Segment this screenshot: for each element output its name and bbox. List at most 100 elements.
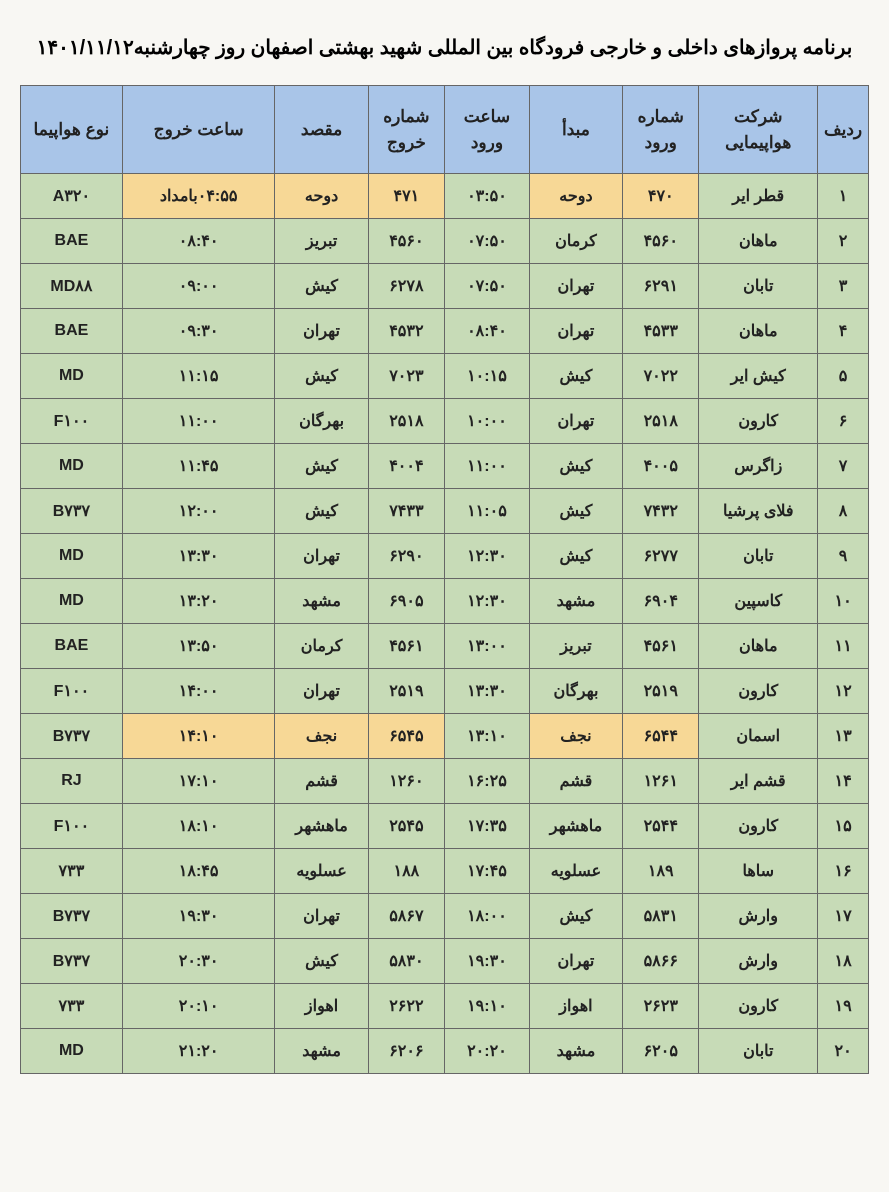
cell-aircraft: MD [21,444,123,489]
cell-dep_time: ۱۹:۳۰ [122,894,275,939]
cell-airline: ماهان [699,219,818,264]
table-row: ۱۶ساها۱۸۹عسلویه۱۷:۴۵۱۸۸عسلویه۱۸:۴۵۷۳۳ [21,849,869,894]
cell-origin: کیش [529,894,622,939]
cell-dep_no: ۵۸۶۷ [368,894,444,939]
table-row: ۱۳اسمان۶۵۴۴نجف۱۳:۱۰۶۵۴۵نجف۱۴:۱۰B۷۳۷ [21,714,869,759]
cell-dest: کیش [275,264,368,309]
header-aircraft: نوع هواپیما [21,86,123,174]
cell-arrival_no: ۲۵۴۴ [623,804,699,849]
cell-arrival_no: ۶۵۴۴ [623,714,699,759]
cell-origin: کیش [529,354,622,399]
cell-arrival_time: ۱۳:۱۰ [445,714,530,759]
cell-dest: کیش [275,444,368,489]
cell-arrival_time: ۰۷:۵۰ [445,219,530,264]
table-row: ۳تابان۶۲۹۱تهران۰۷:۵۰۶۲۷۸کیش۰۹:۰۰MD۸۸ [21,264,869,309]
cell-aircraft: B۷۳۷ [21,894,123,939]
cell-row: ۱۸ [818,939,869,984]
cell-origin: ماهشهر [529,804,622,849]
cell-dep_time: ۲۰:۳۰ [122,939,275,984]
cell-origin: عسلویه [529,849,622,894]
cell-arrival_time: ۰۷:۵۰ [445,264,530,309]
table-row: ۱۸وارش۵۸۶۶تهران۱۹:۳۰۵۸۳۰کیش۲۰:۳۰B۷۳۷ [21,939,869,984]
cell-dep_no: ۴۷۱ [368,174,444,219]
cell-arrival_no: ۲۶۲۳ [623,984,699,1029]
cell-row: ۱ [818,174,869,219]
cell-arrival_no: ۴۰۰۵ [623,444,699,489]
cell-dep_no: ۷۰۲۳ [368,354,444,399]
cell-arrival_time: ۱۸:۰۰ [445,894,530,939]
cell-dep_time: ۱۸:۴۵ [122,849,275,894]
cell-dest: تهران [275,309,368,354]
cell-arrival_time: ۱۶:۲۵ [445,759,530,804]
cell-origin: مشهد [529,579,622,624]
cell-airline: کاسپین [699,579,818,624]
cell-aircraft: MD۸۸ [21,264,123,309]
cell-airline: تابان [699,534,818,579]
cell-dest: تهران [275,669,368,714]
cell-row: ۱۶ [818,849,869,894]
cell-arrival_time: ۰۳:۵۰ [445,174,530,219]
cell-arrival_time: ۱۲:۳۰ [445,579,530,624]
cell-airline: ماهان [699,624,818,669]
cell-origin: کیش [529,534,622,579]
cell-row: ۱۵ [818,804,869,849]
cell-airline: اسمان [699,714,818,759]
cell-dep_time: ۰۴:۵۵بامداد [122,174,275,219]
cell-airline: کارون [699,399,818,444]
table-row: ۱قطر ایر۴۷۰دوحه۰۳:۵۰۴۷۱دوحه۰۴:۵۵بامدادA۳… [21,174,869,219]
cell-aircraft: F۱۰۰ [21,399,123,444]
cell-arrival_no: ۶۲۰۵ [623,1029,699,1074]
cell-dep_no: ۲۶۲۲ [368,984,444,1029]
cell-dep_no: ۴۵۶۱ [368,624,444,669]
cell-row: ۱۱ [818,624,869,669]
cell-arrival_no: ۵۸۳۱ [623,894,699,939]
cell-airline: ساها [699,849,818,894]
cell-arrival_no: ۲۵۱۸ [623,399,699,444]
cell-dep_no: ۴۰۰۴ [368,444,444,489]
header-dep-no: شماره خروج [368,86,444,174]
cell-arrival_no: ۴۵۶۱ [623,624,699,669]
cell-dest: مشهد [275,579,368,624]
cell-airline: کارون [699,669,818,714]
cell-arrival_time: ۲۰:۲۰ [445,1029,530,1074]
cell-dep_no: ۵۸۳۰ [368,939,444,984]
table-row: ۱۵کارون۲۵۴۴ماهشهر۱۷:۳۵۲۵۴۵ماهشهر۱۸:۱۰F۱۰… [21,804,869,849]
cell-airline: ماهان [699,309,818,354]
cell-arrival_no: ۱۲۶۱ [623,759,699,804]
cell-arrival_no: ۲۵۱۹ [623,669,699,714]
cell-airline: کیش ایر [699,354,818,399]
cell-arrival_no: ۴۷۰ [623,174,699,219]
cell-dep_time: ۱۱:۰۰ [122,399,275,444]
table-body: ۱قطر ایر۴۷۰دوحه۰۳:۵۰۴۷۱دوحه۰۴:۵۵بامدادA۳… [21,174,869,1074]
cell-dest: مشهد [275,1029,368,1074]
cell-dep_time: ۲۰:۱۰ [122,984,275,1029]
cell-arrival_time: ۱۷:۴۵ [445,849,530,894]
cell-origin: مشهد [529,1029,622,1074]
cell-dest: نجف [275,714,368,759]
cell-aircraft: RJ [21,759,123,804]
cell-aircraft: ۷۳۳ [21,849,123,894]
cell-arrival_no: ۱۸۹ [623,849,699,894]
cell-origin: تهران [529,309,622,354]
cell-row: ۲ [818,219,869,264]
cell-row: ۴ [818,309,869,354]
cell-origin: تبریز [529,624,622,669]
cell-dest: کرمان [275,624,368,669]
cell-arrival_time: ۱۹:۱۰ [445,984,530,1029]
cell-dest: ماهشهر [275,804,368,849]
cell-airline: قطر ایر [699,174,818,219]
header-airline: شرکت هواپیمایی [699,86,818,174]
cell-arrival_time: ۱۷:۳۵ [445,804,530,849]
table-row: ۱۱ماهان۴۵۶۱تبریز۱۳:۰۰۴۵۶۱کرمان۱۳:۵۰BAE [21,624,869,669]
cell-dep_time: ۱۱:۱۵ [122,354,275,399]
cell-row: ۳ [818,264,869,309]
cell-dest: تهران [275,534,368,579]
cell-origin: دوحه [529,174,622,219]
cell-aircraft: BAE [21,624,123,669]
cell-origin: کیش [529,444,622,489]
cell-dep_no: ۶۹۰۵ [368,579,444,624]
cell-dep_time: ۱۳:۲۰ [122,579,275,624]
cell-dep_time: ۰۹:۳۰ [122,309,275,354]
cell-arrival_no: ۴۵۳۳ [623,309,699,354]
cell-dep_time: ۱۸:۱۰ [122,804,275,849]
